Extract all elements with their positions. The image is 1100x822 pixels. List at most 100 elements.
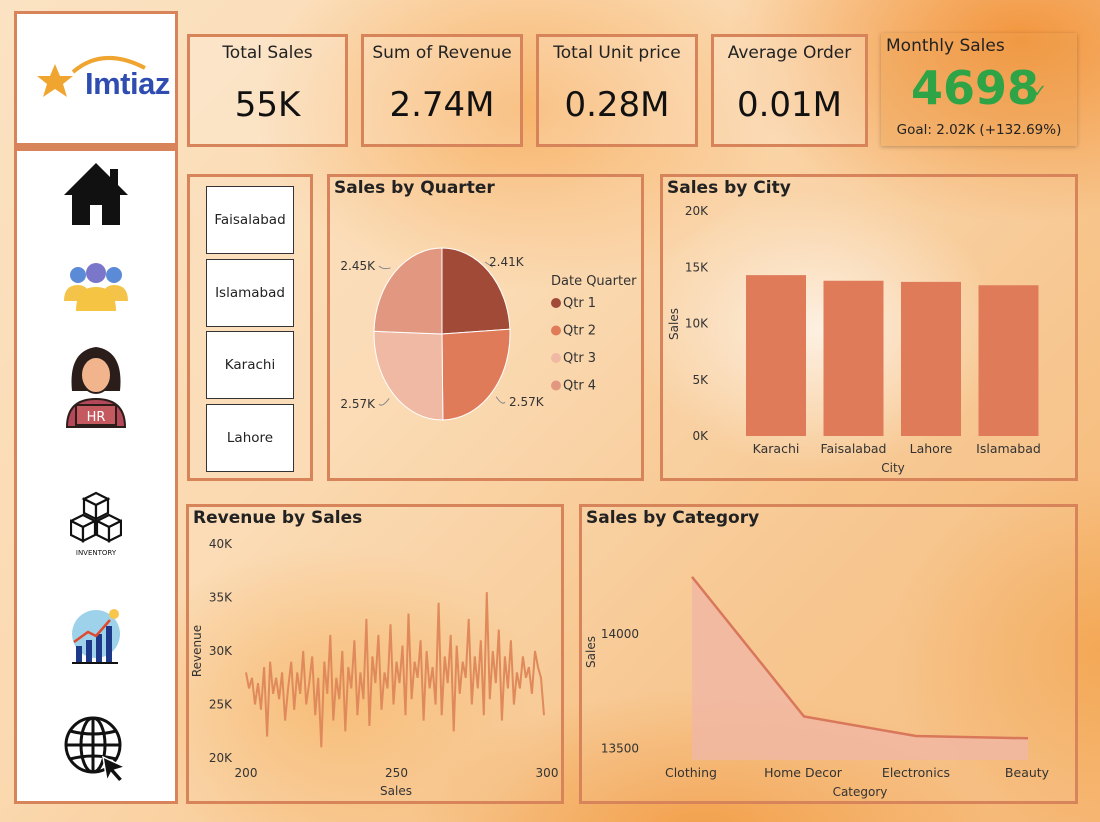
bar-karachi: [746, 275, 806, 436]
category-area-line: [691, 576, 1029, 740]
kpi-goal: Goal: 2.02K (+132.69%): [896, 122, 1062, 138]
kpi-value: 2.74M: [389, 85, 495, 125]
kpi-sum-revenue: Sum of Revenue 2.74M: [361, 34, 523, 147]
revenue-line-series: [245, 592, 545, 748]
hr-label: HR: [87, 410, 106, 425]
pie-leader-line: [484, 261, 494, 268]
slicer-option-lahore[interactable]: Lahore: [206, 404, 294, 472]
legend-swatch: [551, 380, 561, 391]
pie-data-label: 2.57K: [340, 397, 376, 411]
x-axis-label: City: [881, 461, 905, 475]
brand-name: Imtiaz: [85, 66, 170, 101]
x-tick-label: 300: [536, 766, 559, 780]
bar-islamabad: [978, 285, 1039, 436]
category-area-fill: [692, 576, 1028, 760]
quarter-pie-chart: 2.41K 2.57K 2.57K 2.45K Date Quarter Qtr 1 Qtr…: [340, 247, 637, 421]
nav-web[interactable]: [17, 713, 175, 785]
y-tick-label: 20K: [685, 204, 709, 218]
kpi-title: Average Order: [727, 43, 852, 63]
x-tick-label: Beauty: [1005, 765, 1050, 780]
kpi-average-order: Average Order 0.01M: [711, 34, 868, 147]
pie-data-label: 2.57K: [509, 395, 545, 409]
legend-entry: Qtr 1: [563, 296, 596, 311]
legend-entry: Qtr 2: [563, 324, 596, 339]
y-axis-label: Revenue: [190, 625, 204, 677]
revenue-chart-panel: [186, 504, 564, 804]
logo-panel: Imtiaz: [14, 11, 178, 152]
category-area-chart: 13500 14000 Clothing Home Decor Electronics B…: [584, 576, 1050, 799]
legend-title: Date Quarter: [551, 274, 637, 289]
pie-slice-2: [441, 328, 511, 421]
kpi-total-sales: Total Sales 55K: [187, 34, 348, 147]
pie-data-label: 2.45K: [340, 259, 376, 273]
sidebar-nav: HR INVENTORY: [14, 148, 178, 804]
y-tick-label: 15K: [685, 260, 709, 274]
nav-home[interactable]: [17, 159, 175, 229]
kpi-total-unit-price: Total Unit price 0.28M: [536, 34, 698, 147]
x-tick-label: Karachi: [753, 441, 800, 456]
x-axis-label: Sales: [380, 784, 412, 798]
slicer-option-faisalabad[interactable]: Faisalabad: [206, 186, 294, 254]
x-axis-label: Category: [833, 785, 888, 799]
kpi-title: Total Unit price: [553, 43, 681, 63]
y-tick-label: 30K: [209, 644, 233, 658]
globe-cursor-icon: [64, 716, 128, 783]
legend-swatch: [551, 298, 561, 308]
users-group-icon: [64, 263, 128, 311]
city-bar-chart: 0K 5K 10K 15K 20K Karachi Faisalabad Lahore Isla…: [667, 204, 1041, 475]
pie-slice-3: [373, 330, 444, 421]
y-axis-label: Sales: [667, 308, 681, 340]
slicer-option-islamabad[interactable]: Islamabad: [206, 259, 294, 327]
nav-inventory[interactable]: INVENTORY: [17, 489, 175, 559]
kpi-value: 0.28M: [564, 85, 670, 125]
kpi-value: 55K: [234, 85, 301, 125]
kpi-title: Monthly Sales: [886, 36, 1005, 56]
y-tick-label: 40K: [209, 537, 233, 551]
y-axis-label: Sales: [584, 636, 598, 668]
legend-entry: Qtr 3: [563, 351, 596, 366]
slicer-option-karachi[interactable]: Karachi: [206, 331, 294, 399]
y-tick-label: 14000: [601, 627, 639, 641]
x-tick-label: Home Decor: [764, 765, 843, 780]
chart-title: Sales by Quarter: [334, 178, 495, 198]
kpi-value: 4698: [911, 61, 1040, 115]
pie-leader-line: [378, 265, 391, 270]
home-icon: [64, 163, 128, 225]
y-tick-label: 25K: [209, 698, 233, 712]
pie-leader-line: [378, 398, 390, 406]
kpi-monthly-sales: Monthly Sales 4698 ✓ Goal: 2.02K (+132.6…: [881, 33, 1077, 146]
boxes-icon: [70, 491, 122, 543]
pie-leader-line: [495, 396, 506, 404]
pie-data-label: 2.41K: [489, 255, 525, 269]
kpi-title: Total Sales: [222, 43, 313, 63]
chart-title: Sales by City: [667, 178, 791, 198]
chart-title: Sales by Category: [586, 508, 760, 528]
goal-check-icon: ✓: [1032, 81, 1048, 102]
bar-lahore: [901, 281, 961, 436]
x-tick-label: 250: [385, 766, 408, 780]
nav-customers[interactable]: [17, 257, 175, 317]
legend-swatch: [551, 325, 561, 336]
x-tick-label: Electronics: [882, 765, 950, 780]
y-tick-label: 13500: [601, 742, 639, 756]
chart-title: Revenue by Sales: [193, 508, 363, 528]
pie-slice-1: [441, 247, 511, 335]
x-tick-label: Islamabad: [976, 441, 1041, 456]
kpi-title: Sum of Revenue: [372, 43, 512, 63]
kpi-value: 0.01M: [736, 85, 843, 125]
revenue-line-chart: 20K 25K 30K 35K 40K 200 250 300 Sales Revenue: [190, 537, 559, 798]
pie-slice-4: [373, 247, 443, 335]
legend-swatch: [551, 353, 561, 363]
nav-hr[interactable]: HR: [17, 339, 175, 431]
inventory-label: INVENTORY: [75, 549, 117, 557]
hr-person-icon: HR: [65, 347, 127, 428]
nav-growth[interactable]: [17, 603, 175, 669]
legend-entry: Qtr 4: [563, 379, 596, 394]
bar-faisalabad: [823, 280, 884, 436]
x-tick-label: 200: [235, 766, 258, 780]
x-tick-label: Faisalabad: [820, 441, 886, 456]
y-tick-label: 0K: [692, 429, 709, 443]
growth-chart-icon: [72, 609, 120, 664]
y-tick-label: 10K: [685, 317, 709, 331]
x-tick-label: Clothing: [665, 765, 717, 780]
